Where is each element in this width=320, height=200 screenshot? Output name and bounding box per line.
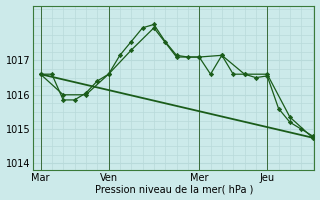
X-axis label: Pression niveau de la mer( hPa ): Pression niveau de la mer( hPa ): [94, 184, 253, 194]
